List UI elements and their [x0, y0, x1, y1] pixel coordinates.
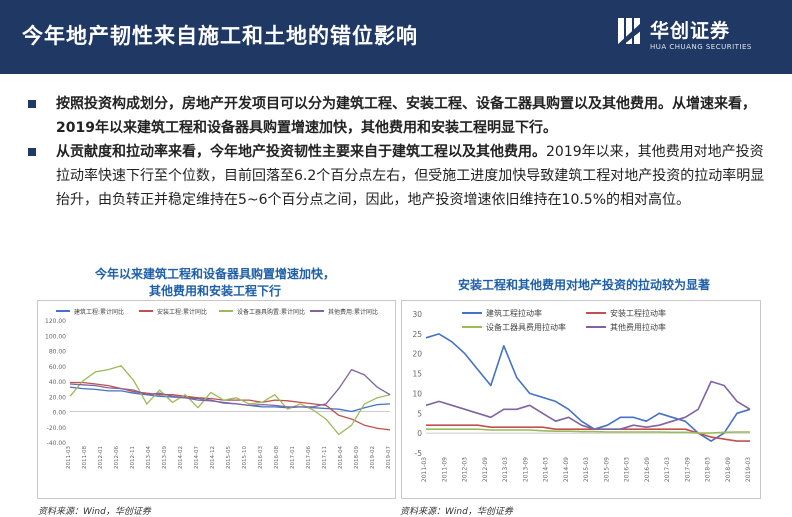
x-tick-label: 2017-09 [684, 457, 691, 482]
y-tick-label: 25 [412, 330, 422, 339]
company-logo: 华创证券 HUA CHUANG SECURITIES [616, 14, 766, 58]
bullet-square-icon [28, 148, 36, 156]
x-tick-label: 2014-12 [210, 446, 216, 469]
series-line [70, 381, 391, 431]
x-tick-label: 2015-05 [226, 446, 232, 469]
logo-mark-icon [616, 18, 642, 46]
x-tick-label: 2017-01 [290, 446, 296, 469]
series-line [425, 380, 751, 430]
x-tick-label: 2017-11 [322, 446, 328, 469]
left-line-chart: 120.00 100.00 80.00 60.00 40.00 20.00 0.00 -20.… [45, 308, 392, 469]
y-tick-label: 100.00 [45, 333, 66, 340]
y-tick-label: 10 [412, 389, 422, 398]
x-tick-label: 2013-04 [146, 446, 152, 469]
x-tick-label: 2017-03 [664, 457, 671, 482]
x-tick-label: 2011-08 [82, 446, 88, 469]
legend-label: 安装工程:累计同比 [157, 308, 207, 316]
x-tick-label: 2016-03 [258, 446, 264, 469]
x-tick-label: 2018-03 [705, 457, 712, 482]
y-tick-label: 60.00 [49, 364, 66, 371]
x-tick-label: 2018-09 [354, 446, 360, 469]
y-tick-label: -40.00 [47, 440, 67, 447]
y-tick-label: 0 [417, 429, 422, 438]
x-tick-label: 2016-08 [274, 446, 280, 469]
x-tick-label: 2014-07 [194, 446, 200, 469]
left-chart-title-line-1: 今年以来建筑工程和设备器具购置增速加快， [94, 267, 335, 281]
legend-label: 建筑工程拉动率 [486, 308, 542, 318]
x-tick-label: 2012-06 [114, 446, 120, 469]
x-tick-label: 2011-03 [66, 446, 72, 469]
legend-label: 安装工程拉动率 [610, 308, 666, 318]
x-tick-label: 2015-09 [603, 457, 610, 482]
y-tick-label: 40.00 [49, 379, 66, 386]
x-tick-label: 2015-03 [583, 457, 590, 482]
y-tick-label: 20 [412, 350, 422, 359]
x-tick-label: 2016-09 [644, 457, 651, 482]
left-chart-frame: 120.00 100.00 80.00 60.00 40.00 20.00 0.00 -20.… [37, 300, 396, 499]
bullet-item-1: 按照投资构成划分，房地产开发项目可以分为建筑工程、安装工程、设备工器具购置以及其… [28, 92, 768, 140]
bullet-item-2: 从贡献度和拉动率来看，今年地产投资韧性主要来自于建筑工程以及其他费用。2019年… [28, 140, 768, 212]
x-tick-label: 2015-10 [242, 446, 248, 469]
y-tick-label: 30 [412, 310, 422, 319]
bullet-1-bold: 按照投资构成划分，房地产开发项目可以分为建筑工程、安装工程、设备工器具购置以及其… [56, 96, 756, 136]
logo-subtitle: HUA CHUANG SECURITIES [650, 43, 752, 51]
bullet-list: 按照投资构成划分，房地产开发项目可以分为建筑工程、安装工程、设备工器具购置以及其… [28, 92, 768, 212]
right-chart-frame: 30 25 20 15 10 5 0 -5 2011-03 2011-09 2012-03 2012-… [401, 300, 761, 499]
y-tick-label: -20.00 [47, 425, 67, 432]
x-tick-label: 2014-03 [543, 457, 550, 482]
legend-label: 建筑工程:累计同比 [74, 308, 124, 316]
y-tick-label: 120.00 [45, 318, 66, 325]
right-chart-title: 安装工程和其他费用对地产投资的拉动较为显著 [457, 278, 710, 292]
legend-label: 设备工器具购置:累计同比 [237, 308, 305, 316]
x-tick-label: 2012-11 [130, 446, 136, 469]
right-chart-source: 资料来源：Wind，华创证券 [400, 507, 513, 517]
x-tick-label: 2016-03 [624, 457, 631, 482]
x-tick-label: 2013-09 [522, 457, 529, 482]
x-tick-label: 2018-04 [338, 446, 344, 469]
x-tick-label: 2011-03 [421, 457, 428, 482]
bullet-square-icon [28, 100, 36, 108]
y-tick-label: 0.00 [53, 410, 67, 417]
y-tick-label: 20.00 [49, 394, 66, 401]
y-tick-label: 80.00 [49, 349, 66, 356]
x-tick-label: 2012-03 [462, 457, 469, 482]
x-tick-label: 2017-06 [306, 446, 312, 469]
x-tick-label: 2011-09 [441, 457, 448, 482]
page-title: 今年地产韧性来自施工和土地的错位影响 [22, 24, 418, 48]
x-tick-label: 2014-09 [563, 457, 570, 482]
x-tick-label: 2018-09 [725, 457, 732, 482]
x-tick-label: 2014-02 [178, 446, 184, 469]
y-tick-label: 15 [412, 370, 422, 379]
series-line [426, 428, 750, 434]
y-tick-label: 5 [417, 409, 422, 418]
y-tick-label: -5 [415, 449, 423, 458]
header-bar: 今年地产韧性来自施工和土地的错位影响 华创证券 HUA CHUANG SECUR… [0, 0, 792, 74]
x-tick-label: 2019-03 [745, 457, 752, 482]
x-tick-label: 2019-02 [370, 446, 376, 469]
x-tick-label: 2013-03 [502, 457, 509, 482]
left-chart-source: 资料来源：Wind，华创证券 [38, 507, 151, 517]
bullet-2-bold: 从贡献度和拉动率来看，今年地产投资韧性主要来自于建筑工程以及其他费用。 [56, 144, 546, 160]
series-line [69, 368, 391, 408]
legend-label: 其他费用拉动率 [610, 322, 666, 332]
x-tick-label: 2012-09 [482, 457, 489, 482]
legend-label: 设备工器具费用拉动率 [486, 322, 566, 332]
logo-name: 华创证券 [650, 20, 731, 42]
x-tick-label: 2013-09 [162, 446, 168, 469]
series-line [69, 365, 391, 436]
series-line [425, 333, 751, 442]
left-chart-title-line-2: 其他费用和安装工程下行 [148, 284, 281, 298]
left-chart-title: 今年以来建筑工程和设备器具购置增速加快， 其他费用和安装工程下行 [38, 266, 392, 300]
x-tick-label: 2012-01 [98, 446, 104, 469]
bullet-2-text: 2019年以来，其他费用对地产投资拉动率快速下行至个位数，目前回落至6.2个百分… [56, 144, 765, 208]
x-tick-label: 2019-07 [386, 446, 392, 469]
legend-label: 其他费用:累计同比 [328, 308, 378, 316]
